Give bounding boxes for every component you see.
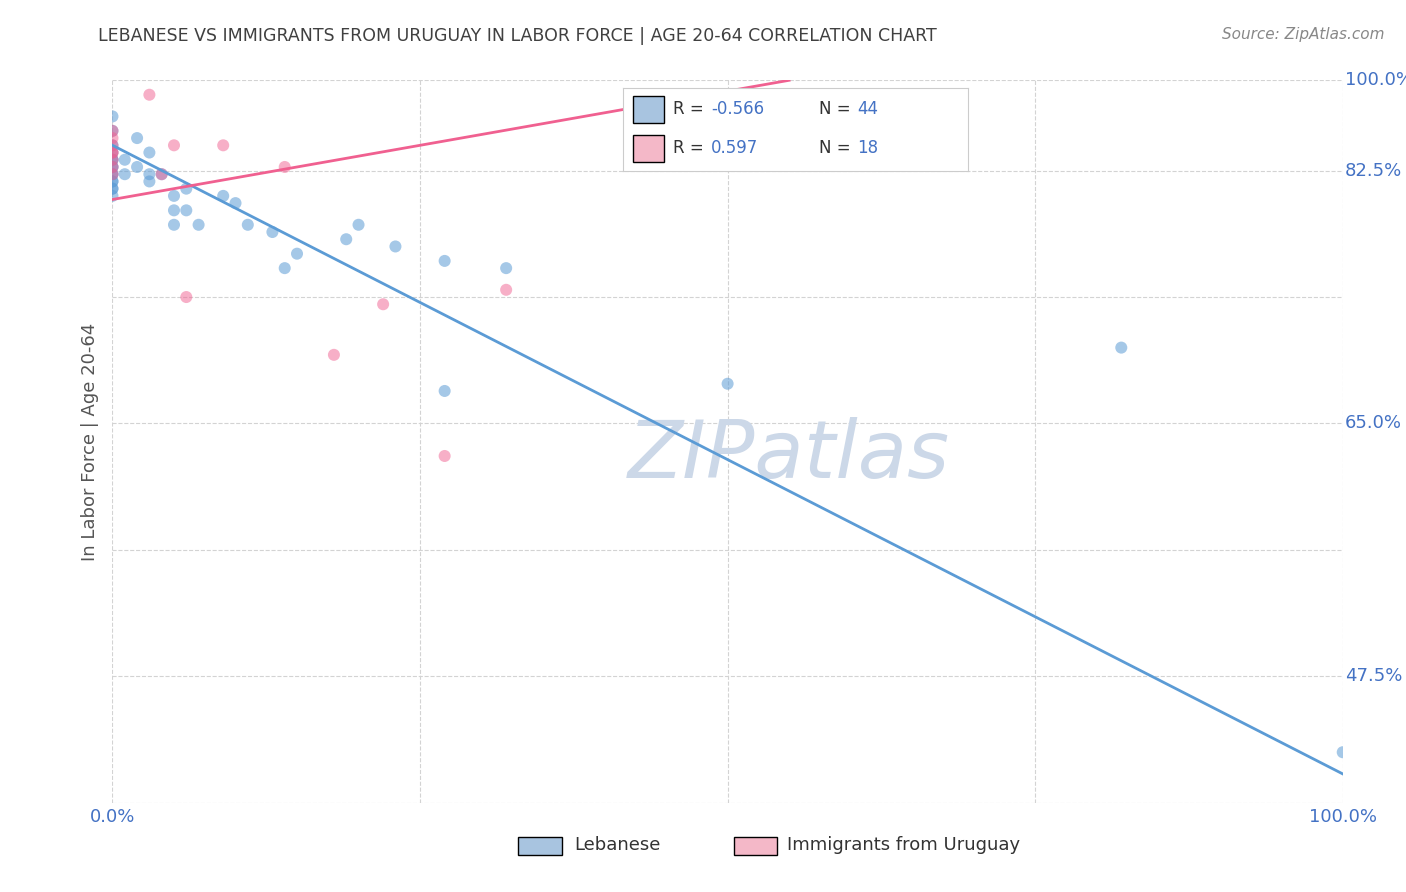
Point: [101, 145, 124, 160]
Point: [212, 189, 235, 203]
Point: [262, 225, 284, 239]
Point: [1331, 745, 1354, 759]
Point: [212, 138, 235, 153]
FancyBboxPatch shape: [734, 837, 778, 855]
Point: [101, 189, 124, 203]
Point: [101, 145, 124, 160]
Text: Immigrants from Uruguay: Immigrants from Uruguay: [787, 836, 1019, 854]
Text: 82.5%: 82.5%: [1346, 161, 1402, 179]
Point: [225, 196, 247, 211]
Point: [101, 138, 124, 153]
Point: [274, 160, 297, 174]
Point: [101, 182, 124, 196]
Point: [163, 218, 186, 232]
Point: [495, 283, 517, 297]
Point: [101, 167, 124, 181]
Point: [101, 160, 124, 174]
Text: Source: ZipAtlas.com: Source: ZipAtlas.com: [1222, 27, 1385, 42]
Point: [101, 124, 124, 138]
Point: [717, 376, 740, 391]
Point: [236, 218, 259, 232]
Point: [138, 167, 160, 181]
Point: [101, 182, 124, 196]
Point: [347, 218, 370, 232]
Point: [101, 124, 124, 138]
Point: [174, 203, 197, 218]
Point: [371, 297, 394, 311]
Point: [1111, 341, 1133, 355]
Text: 65.0%: 65.0%: [1346, 415, 1402, 433]
Point: [150, 167, 173, 181]
Point: [138, 174, 160, 188]
Point: [101, 153, 124, 167]
Point: [101, 174, 124, 188]
Point: [114, 153, 136, 167]
Point: [163, 203, 186, 218]
Point: [101, 153, 124, 167]
Point: [285, 246, 308, 260]
Text: 47.5%: 47.5%: [1346, 667, 1403, 685]
Point: [433, 253, 456, 268]
Point: [274, 261, 297, 276]
Point: [114, 167, 136, 181]
Point: [101, 145, 124, 160]
Y-axis label: In Labor Force | Age 20-64: In Labor Force | Age 20-64: [80, 322, 98, 561]
Point: [174, 290, 197, 304]
Point: [101, 174, 124, 188]
Point: [138, 145, 160, 160]
Text: Lebanese: Lebanese: [574, 836, 661, 854]
Point: [323, 348, 346, 362]
Point: [163, 138, 186, 153]
Point: [101, 138, 124, 153]
Text: 100.0%: 100.0%: [1346, 71, 1406, 89]
Point: [163, 189, 186, 203]
Point: [101, 153, 124, 167]
Point: [101, 167, 124, 181]
Text: LEBANESE VS IMMIGRANTS FROM URUGUAY IN LABOR FORCE | AGE 20-64 CORRELATION CHART: LEBANESE VS IMMIGRANTS FROM URUGUAY IN L…: [98, 27, 938, 45]
Text: ZIPatlas: ZIPatlas: [628, 417, 950, 495]
Point: [101, 110, 124, 124]
Point: [433, 449, 456, 463]
Point: [101, 160, 124, 174]
Point: [495, 261, 517, 276]
Point: [138, 87, 160, 102]
Point: [127, 160, 149, 174]
Point: [101, 167, 124, 181]
Point: [174, 182, 197, 196]
FancyBboxPatch shape: [519, 837, 561, 855]
Point: [335, 232, 357, 246]
Point: [127, 131, 149, 145]
Point: [150, 167, 173, 181]
Point: [101, 160, 124, 174]
Point: [101, 131, 124, 145]
Point: [384, 239, 406, 253]
Point: [187, 218, 209, 232]
Point: [433, 384, 456, 398]
